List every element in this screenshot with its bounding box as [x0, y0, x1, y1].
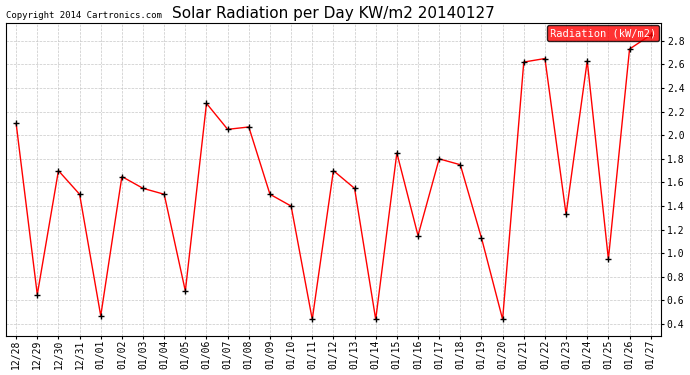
Text: Copyright 2014 Cartronics.com: Copyright 2014 Cartronics.com: [6, 11, 161, 20]
Title: Solar Radiation per Day KW/m2 20140127: Solar Radiation per Day KW/m2 20140127: [172, 6, 495, 21]
Legend: Radiation (kW/m2): Radiation (kW/m2): [546, 25, 659, 42]
